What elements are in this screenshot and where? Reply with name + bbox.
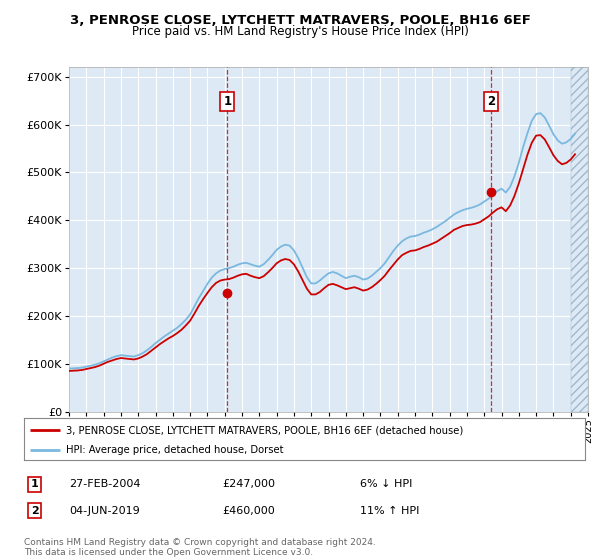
Text: £460,000: £460,000 [222,506,275,516]
Text: 3, PENROSE CLOSE, LYTCHETT MATRAVERS, POOLE, BH16 6EF: 3, PENROSE CLOSE, LYTCHETT MATRAVERS, PO… [70,14,530,27]
Text: 1: 1 [31,479,38,489]
Text: Contains HM Land Registry data © Crown copyright and database right 2024.
This d: Contains HM Land Registry data © Crown c… [24,538,376,557]
Text: 2: 2 [487,95,496,108]
Text: 11% ↑ HPI: 11% ↑ HPI [360,506,419,516]
Text: Price paid vs. HM Land Registry's House Price Index (HPI): Price paid vs. HM Land Registry's House … [131,25,469,38]
Text: 2: 2 [31,506,38,516]
Text: £247,000: £247,000 [222,479,275,489]
Text: 04-JUN-2019: 04-JUN-2019 [69,506,140,516]
Text: 3, PENROSE CLOSE, LYTCHETT MATRAVERS, POOLE, BH16 6EF (detached house): 3, PENROSE CLOSE, LYTCHETT MATRAVERS, PO… [66,425,463,435]
Text: 1: 1 [223,95,232,108]
Text: HPI: Average price, detached house, Dorset: HPI: Average price, detached house, Dors… [66,445,284,455]
Text: 6% ↓ HPI: 6% ↓ HPI [360,479,412,489]
Text: 27-FEB-2004: 27-FEB-2004 [69,479,140,489]
